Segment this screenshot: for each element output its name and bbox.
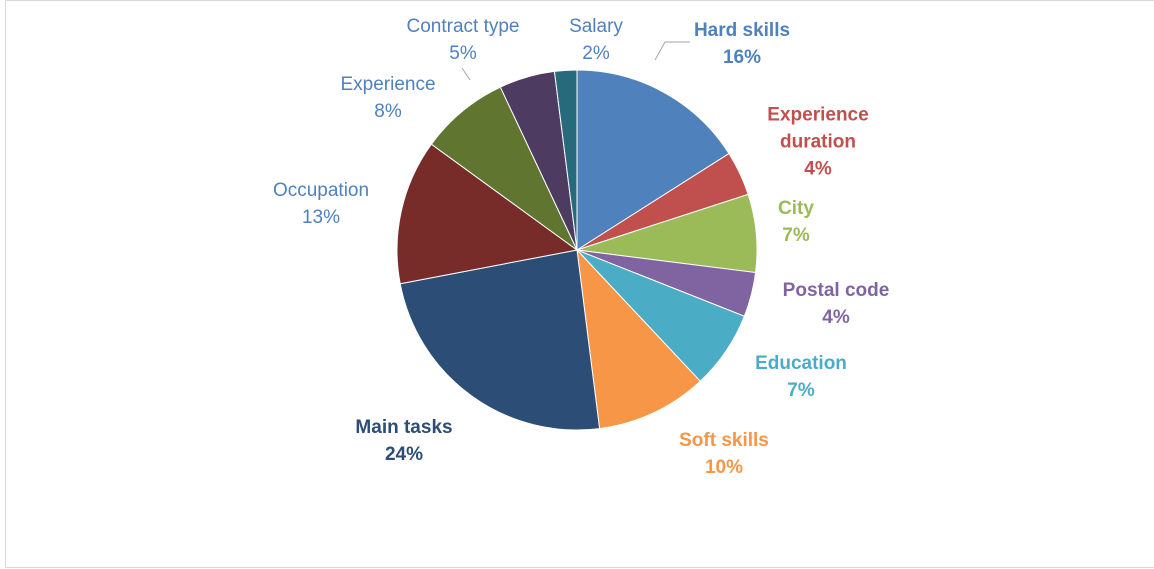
slice-label: Soft skills 10%	[654, 427, 794, 481]
slice-name: Soft skills	[679, 430, 769, 451]
pie-slice	[553, 69, 578, 251]
slice-value: 13%	[301, 207, 341, 228]
slice-label: Postal code 4%	[756, 277, 916, 331]
slice-name: City	[778, 198, 814, 219]
slice-name: Main tasks	[355, 417, 453, 438]
slice-name: Salary	[569, 16, 623, 37]
slice-name: Experience duration	[767, 104, 869, 153]
slice-value: 4%	[822, 307, 850, 328]
slice-name: Contract type	[406, 16, 520, 37]
slice-label: Experience duration 4%	[758, 102, 878, 183]
pie-slice	[576, 69, 730, 251]
chart-border	[5, 0, 1154, 568]
slice-value: 4%	[804, 158, 832, 180]
leader-line	[654, 41, 690, 61]
pie-slice	[430, 86, 578, 251]
pie-slice	[396, 143, 579, 285]
slice-value: 24%	[384, 444, 424, 465]
slice-value: 10%	[704, 457, 744, 478]
slice-label: Occupation 13%	[241, 177, 401, 231]
slice-label: Contract type 5%	[378, 13, 548, 67]
pie-slice	[576, 248, 701, 430]
slice-value: 7%	[787, 380, 815, 401]
slice-label: Education 7%	[731, 350, 871, 404]
slice-name: Hard skills	[693, 20, 791, 41]
pie-slice	[399, 249, 601, 431]
slice-name: Postal code	[782, 280, 890, 301]
slice-value: 7%	[782, 225, 810, 246]
slice-value: 16%	[722, 47, 762, 68]
slice-value: 8%	[374, 101, 402, 122]
slice-name: Experience	[340, 74, 436, 95]
slice-label: Main tasks 24%	[334, 414, 474, 468]
slice-label: Salary 2%	[546, 13, 646, 67]
slice-name: Education	[755, 353, 847, 374]
slice-name: Occupation	[272, 180, 370, 201]
slice-label: Experience 8%	[318, 71, 458, 125]
slice-value: 5%	[449, 43, 477, 64]
slice-label: Hard skills 16%	[672, 17, 812, 71]
slice-label: City 7%	[746, 195, 846, 249]
slice-value: 2%	[582, 43, 610, 64]
leader-line	[461, 67, 471, 81]
